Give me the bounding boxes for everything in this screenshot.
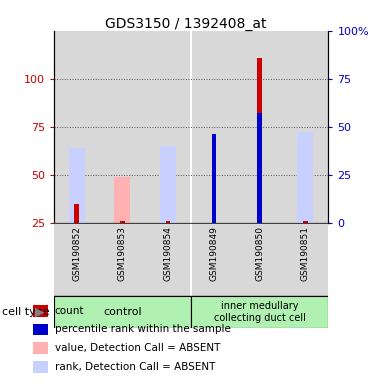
Bar (298, 132, 313, 223)
Text: GSM190849: GSM190849 (210, 227, 219, 281)
Bar (257, 58, 262, 223)
Text: control: control (103, 307, 142, 317)
Bar (191, 31, 237, 223)
Bar (166, 221, 170, 223)
Bar (33, 361, 48, 372)
Bar (33, 342, 48, 354)
Bar (160, 196, 176, 223)
Text: percentile rank within the sample: percentile rank within the sample (55, 324, 231, 334)
Text: rank, Detection Call = ABSENT: rank, Detection Call = ABSENT (55, 362, 215, 372)
Bar (54, 223, 99, 296)
Bar (237, 31, 283, 223)
Bar (54, 31, 99, 223)
Bar (114, 177, 131, 223)
Bar (69, 148, 85, 223)
Text: count: count (55, 306, 84, 316)
Bar (303, 221, 308, 223)
Text: GSM190851: GSM190851 (301, 227, 310, 281)
Bar (74, 204, 79, 223)
Bar (145, 223, 191, 296)
Text: cell type: cell type (2, 307, 49, 317)
Text: ▶: ▶ (35, 306, 45, 318)
Text: value, Detection Call = ABSENT: value, Detection Call = ABSENT (55, 343, 220, 353)
Bar (211, 134, 216, 223)
Text: GSM190852: GSM190852 (72, 227, 81, 281)
Bar (283, 31, 328, 223)
Text: GSM190853: GSM190853 (118, 227, 127, 281)
Bar (160, 146, 176, 223)
Bar (99, 31, 145, 223)
Bar (237, 223, 283, 296)
Bar (298, 184, 313, 223)
Bar (99, 223, 145, 296)
Text: inner medullary
collecting duct cell: inner medullary collecting duct cell (214, 301, 306, 323)
Bar (120, 221, 125, 223)
Text: GSM190850: GSM190850 (255, 227, 264, 281)
Text: GSM190854: GSM190854 (164, 227, 173, 281)
FancyBboxPatch shape (191, 296, 328, 328)
Text: GDS3150 / 1392408_at: GDS3150 / 1392408_at (105, 17, 266, 31)
Bar (191, 223, 237, 296)
Bar (69, 202, 85, 223)
Bar (283, 223, 328, 296)
Bar (211, 171, 216, 223)
Bar (145, 31, 191, 223)
Bar (33, 324, 48, 335)
FancyBboxPatch shape (54, 296, 191, 328)
Bar (33, 305, 48, 317)
Bar (257, 113, 262, 223)
